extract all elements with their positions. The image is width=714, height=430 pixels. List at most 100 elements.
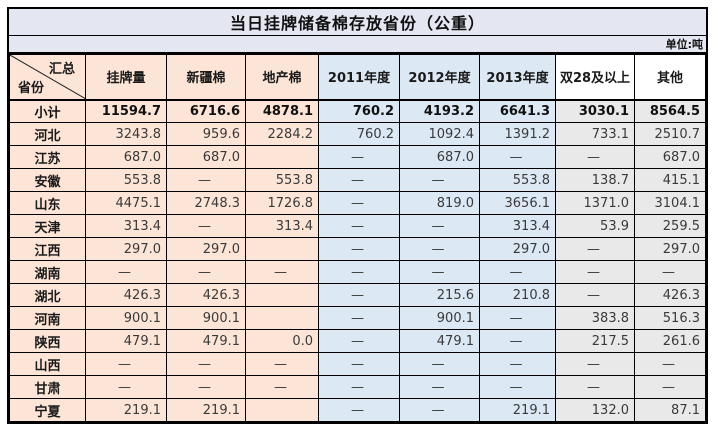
table-cell: 219.1	[85, 398, 167, 422]
table-cell: —	[245, 352, 319, 376]
unit-label: 单位:吨	[9, 36, 706, 54]
table-cell: 687.0	[399, 145, 480, 169]
row-header-province: 陕西	[9, 329, 86, 353]
table-cell: 3104.1	[634, 191, 706, 215]
table-row: 甘肃 — — — — — — — —	[9, 375, 706, 399]
table-cell: —	[318, 237, 400, 261]
table-cell: 53.9	[555, 214, 635, 238]
table-cell: —	[399, 260, 480, 284]
table-cell: 11594.7	[85, 99, 167, 123]
row-header-province: 山西	[9, 352, 86, 376]
column-header-year-2013: 2013年度	[479, 54, 556, 101]
table-cell: —	[555, 352, 635, 376]
table-cell: 297.0	[479, 237, 556, 261]
table-cell: —	[318, 145, 400, 169]
table-cell: 217.5	[555, 329, 635, 353]
row-header-province: 河北	[9, 122, 86, 146]
table-cell: —	[85, 260, 167, 284]
table-cell: —	[166, 375, 246, 399]
table-cell: —	[85, 375, 167, 399]
table-row: 湖北 426.3 426.3—215.6 210.8—426.3	[9, 283, 706, 307]
table-cell: 138.7	[555, 168, 635, 192]
table-cell: 313.4	[479, 214, 556, 238]
table-cell: 479.1	[85, 329, 167, 353]
page-title: 当日挂牌储备棉存放省份（公重）	[9, 9, 706, 36]
table-cell: 819.0	[399, 191, 480, 215]
table-cell: —	[399, 375, 480, 399]
table-cell: —	[318, 375, 400, 399]
table-row: 天津 313.4—313.4— —313.4 53.9 259.5	[9, 214, 706, 238]
table-cell: 553.8	[479, 168, 556, 192]
table-cell: 219.1	[166, 398, 246, 422]
table-cell: —	[166, 214, 246, 238]
table-cell: 6641.3	[479, 99, 556, 123]
table-cell: —	[318, 168, 400, 192]
table-cell: —	[318, 214, 400, 238]
table-cell: —	[399, 398, 480, 422]
table-cell: 1371.0	[555, 191, 635, 215]
table-cell: —	[634, 375, 706, 399]
table-cell: 297.0	[85, 237, 167, 261]
table-cell: 3030.1	[555, 99, 635, 123]
column-header-year-2012: 2012年度	[399, 54, 480, 101]
table-cell: 479.1	[399, 329, 480, 353]
table-cell: 426.3	[634, 283, 706, 307]
table-cell: 261.6	[634, 329, 706, 353]
table-cell: 3243.8	[85, 122, 167, 146]
column-header-year-2011: 2011年度	[318, 54, 400, 101]
row-header-province: 小计	[9, 99, 86, 123]
table-cell: 959.6	[166, 122, 246, 146]
table-cell: 1092.4	[399, 122, 480, 146]
row-header-province: 甘肃	[9, 375, 86, 399]
table-cell: —	[399, 352, 480, 376]
table-cell: 733.1	[555, 122, 635, 146]
row-header-province: 山东	[9, 191, 86, 215]
table-cell: 132.0	[555, 398, 635, 422]
row-header-province: 河南	[9, 306, 86, 330]
table-cell: 900.1	[166, 306, 246, 330]
table-cell: 0.0	[245, 329, 319, 353]
table-cell: 415.1	[634, 168, 706, 192]
header-row: 汇总 省份 挂牌量 新疆棉 地产棉 2011年度 2012年度 2013年度 双…	[9, 54, 706, 101]
table-cell: —	[479, 260, 556, 284]
table-row: 江西 297.0 297.0— —297.0—297.0	[9, 237, 706, 261]
table-cell: 297.0	[634, 237, 706, 261]
column-header-listed-volume: 挂牌量	[85, 54, 167, 101]
table-cell: —	[318, 329, 400, 353]
table-cell	[245, 145, 319, 169]
table-row: 宁夏 219.1 219.1— —219.1 132.0 87.1	[9, 398, 706, 422]
table-cell: —	[166, 260, 246, 284]
table-cell: 3656.1	[479, 191, 556, 215]
table-row: 河南 900.1 900.1—900.1—383.8 516.3	[9, 306, 706, 330]
table-cell: —	[479, 145, 556, 169]
table-cell: —	[318, 283, 400, 307]
column-header-other: 其他	[634, 54, 706, 101]
table-cell: 553.8	[85, 168, 167, 192]
table-cell: 553.8	[245, 168, 319, 192]
row-header-province: 安徽	[9, 168, 86, 192]
row-header-province: 宁夏	[9, 398, 86, 422]
table-cell: 1391.2	[479, 122, 556, 146]
column-header-local-cotton: 地产棉	[245, 54, 319, 101]
table-cell: —	[555, 145, 635, 169]
diagonal-divider-line	[10, 55, 85, 99]
table-row: 山西 — — — — — — — —	[9, 352, 706, 376]
table-cell: 760.2	[318, 122, 400, 146]
table-cell: 313.4	[245, 214, 319, 238]
corner-label-summary: 汇总	[48, 62, 75, 77]
table-cell: 900.1	[399, 306, 480, 330]
table-cell: 2284.2	[245, 122, 319, 146]
table-cell: 426.3	[166, 283, 246, 307]
table-cell: —	[318, 306, 400, 330]
table-row: 湖南 — — — — — — — —	[9, 260, 706, 284]
cotton-reserve-table: 汇总 省份 挂牌量 新疆棉 地产棉 2011年度 2012年度 2013年度 双…	[9, 54, 706, 422]
table-cell: —	[166, 352, 246, 376]
table-cell: —	[634, 260, 706, 284]
table-cell: —	[399, 168, 480, 192]
table-cell: 479.1	[166, 329, 246, 353]
table-cell: —	[399, 214, 480, 238]
row-header-province: 江西	[9, 237, 86, 261]
table-cell: —	[318, 260, 400, 284]
table-row: 小计 11594.7 6716.6 4878.1 760.2 4193.2 6641.3 30…	[9, 99, 706, 123]
row-header-province: 湖南	[9, 260, 86, 284]
